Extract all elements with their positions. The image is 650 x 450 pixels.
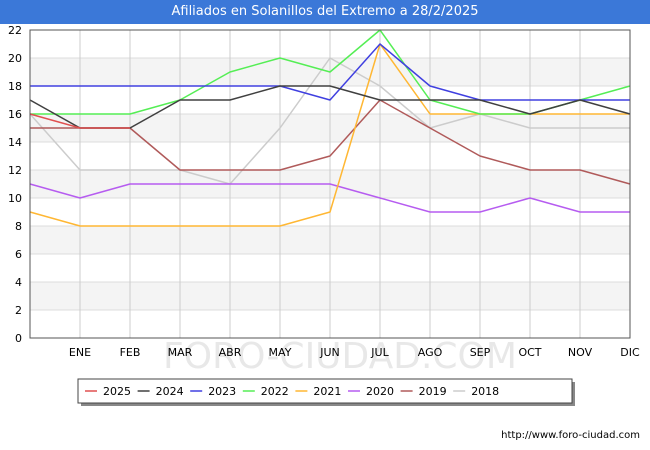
- x-tick-label: NOV: [568, 346, 593, 359]
- plot-border: [29, 29, 631, 339]
- y-tick-label: 20: [8, 52, 22, 65]
- series-line-2018: [29, 57, 630, 185]
- x-tick-label: SEP: [470, 346, 491, 359]
- legend-label-2023: 2023: [208, 385, 236, 398]
- y-tick-label: 6: [15, 248, 22, 261]
- x-tick-label: ABR: [219, 346, 242, 359]
- x-tick-label: FEB: [120, 346, 141, 359]
- y-tick-label: 2: [15, 304, 22, 317]
- legend-label-2022: 2022: [261, 385, 289, 398]
- source-url: http://www.foro-ciudad.com: [501, 430, 640, 441]
- y-tick-label: 14: [8, 136, 22, 149]
- legend-label-2024: 2024: [156, 385, 184, 398]
- x-tick-label: ENE: [69, 346, 91, 359]
- x-tick-label: AGO: [418, 346, 443, 359]
- x-tick-label: MAY: [269, 346, 292, 359]
- y-tick-label: 16: [8, 108, 22, 121]
- chart-title: Afiliados en Solanillos del Extremo a 28…: [0, 0, 650, 24]
- x-tick-label: OCT: [518, 346, 541, 359]
- series-line-2023: [30, 43, 630, 101]
- legend-label-2021: 2021: [313, 385, 341, 398]
- legend-box: [77, 378, 573, 404]
- series-line-2020: [29, 183, 630, 213]
- series-line-2025: [29, 113, 130, 129]
- y-tick-label: 4: [15, 276, 22, 289]
- x-tick-label: MAR: [168, 346, 193, 359]
- y-tick-label: 22: [8, 24, 22, 37]
- legend-label-2025: 2025: [103, 385, 131, 398]
- legend-label-2020: 2020: [366, 385, 394, 398]
- x-tick-label: JUN: [319, 346, 340, 359]
- y-tick-label: 12: [8, 164, 22, 177]
- legend-label-2018: 2018: [471, 385, 499, 398]
- x-tick-label: DIC: [620, 346, 640, 359]
- y-tick-label: 18: [8, 80, 22, 93]
- y-tick-label: 8: [15, 220, 22, 233]
- y-tick-label: 10: [8, 192, 22, 205]
- legend-label-2019: 2019: [419, 385, 447, 398]
- x-tick-label: JUL: [370, 346, 389, 359]
- watermark: FORO-CIUDAD.COM: [163, 336, 517, 377]
- y-tick-label: 0: [15, 332, 22, 345]
